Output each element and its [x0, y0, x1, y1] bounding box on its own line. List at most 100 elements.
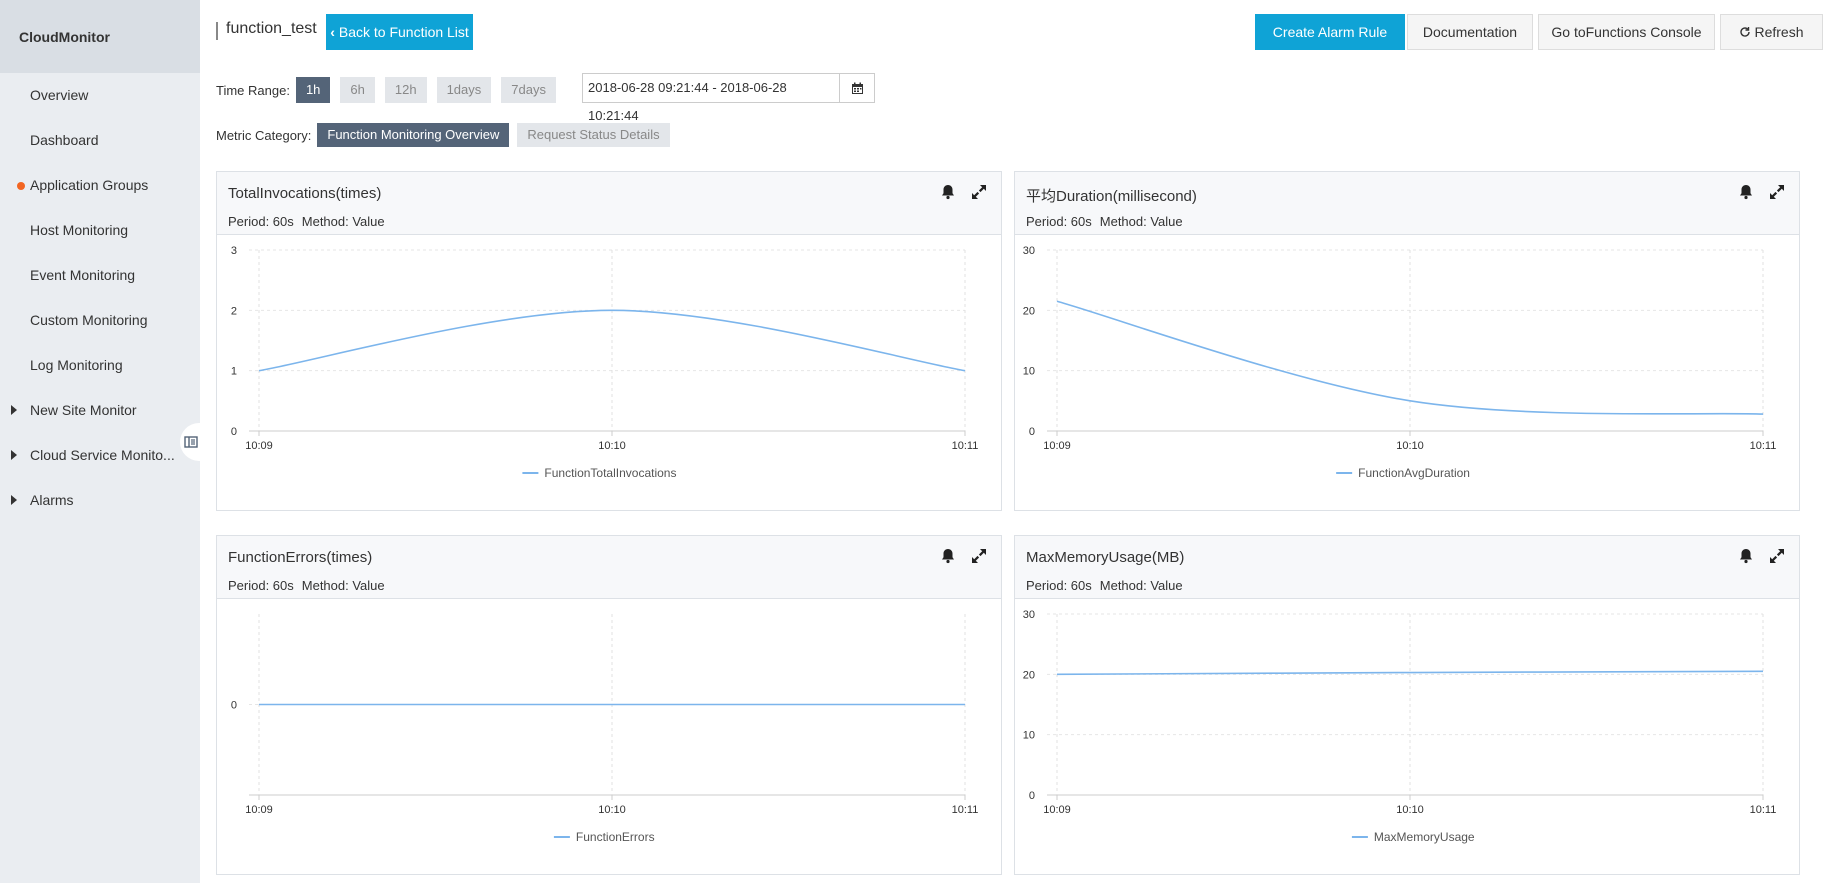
bell-icon[interactable]	[1739, 184, 1753, 200]
chart-legend: FunctionAvgDuration	[1336, 466, 1470, 480]
chart-body: 0 10:09 10:10 10:11 FunctionErrors	[217, 599, 1001, 874]
chart-body: 0 1 2 3 10:09 10:10 10:11 FunctionTotalInvocati…	[217, 235, 1001, 510]
time-range-1days[interactable]: 1days	[436, 77, 492, 103]
chart-panel-header: TotalInvocations(times) Period: 60s Method…	[217, 172, 1001, 235]
sidebar-nav: Overview Dashboard Application Groups Host …	[0, 73, 200, 523]
sidebar-item-host-monitoring[interactable]: Host Monitoring	[0, 208, 200, 253]
documentation-button[interactable]: Documentation	[1407, 14, 1533, 50]
back-label: Back to Function List	[338, 24, 469, 40]
x-tick-label: 10:10	[598, 440, 626, 452]
sidebar-item-overview[interactable]: Overview	[0, 73, 200, 118]
sidebar-item-application-groups[interactable]: Application Groups	[0, 163, 200, 208]
time-range-12h[interactable]: 12h	[384, 77, 427, 103]
metric-category-label: Metric Category:	[216, 127, 312, 143]
chart-panel-header: 平均Duration(millisecond) Period: 60s Method…	[1015, 172, 1799, 235]
refresh-button[interactable]: Refresh	[1720, 14, 1823, 50]
y-tick-label: 30	[1023, 609, 1035, 621]
sidebar-item-new-site-monitor[interactable]: New Site Monitor	[0, 388, 200, 433]
back-to-function-list-button[interactable]: ‹ Back to Function List	[326, 14, 473, 50]
chart-period: Period: 60s	[228, 214, 294, 229]
chart-legend: FunctionTotalInvocations	[522, 466, 676, 480]
sidebar-item-label: Cloud Service Monito...	[30, 447, 175, 463]
metric-category-tab-1[interactable]: Request Status Details	[517, 123, 670, 147]
create-alarm-rule-button[interactable]: Create Alarm Rule	[1255, 14, 1405, 50]
sidebar-collapse-icon[interactable]	[180, 423, 202, 461]
legend-label: FunctionErrors	[576, 830, 655, 844]
chart-period: Period: 60s	[1026, 578, 1092, 593]
metric-category-options: Function Monitoring Overview Request Stat…	[317, 123, 677, 147]
expand-icon[interactable]	[1769, 184, 1785, 200]
x-tick-label: 10:11	[952, 440, 979, 452]
chart-actions	[1739, 184, 1785, 200]
metric-category-row: Metric Category: Function Monitoring Ove…	[216, 122, 678, 148]
chart-method: Method: Value	[1099, 214, 1183, 229]
date-range-value[interactable]: 2018-06-28 09:21:44 - 2018-06-28 10:21:4…	[588, 80, 787, 123]
expand-icon[interactable]	[971, 184, 987, 200]
bell-icon[interactable]	[941, 184, 955, 200]
y-tick-label: 20	[1023, 305, 1035, 317]
date-range-picker[interactable]: 2018-06-28 09:21:44 - 2018-06-28 10:21:4…	[582, 73, 875, 123]
y-tick-label: 2	[231, 305, 237, 317]
caret-right-icon	[11, 450, 17, 460]
chart-title: TotalInvocations(times)	[228, 185, 382, 202]
chart-legend: FunctionErrors	[553, 830, 655, 844]
legend-label: MaxMemoryUsage	[1374, 830, 1475, 844]
bell-icon[interactable]	[1739, 548, 1753, 564]
page-title: function_test	[226, 20, 317, 37]
metric-category-tab-0[interactable]: Function Monitoring Overview	[317, 123, 510, 147]
sidebar-item-label: Dashboard	[30, 132, 99, 148]
y-tick-label: 10	[1023, 366, 1035, 378]
time-range-7days[interactable]: 7days	[501, 77, 556, 103]
sidebar: CloudMonitor Overview Dashboard Applicatio…	[0, 0, 202, 883]
expand-icon[interactable]	[971, 548, 987, 564]
x-tick-label: 10:09	[245, 804, 273, 816]
line-chart: 0 10 20 30 10:09 10:10 10:11 MaxMemoryUsage	[1023, 609, 1777, 844]
sidebar-item-log-monitoring[interactable]: Log Monitoring	[0, 343, 200, 388]
sidebar-item-label: Overview	[30, 87, 89, 103]
expand-icon[interactable]	[1769, 548, 1785, 564]
chart-panel-header: MaxMemoryUsage(MB) Period: 60s Method: Val…	[1015, 536, 1799, 599]
chart-meta: Period: 60s Method: Value	[1026, 214, 1191, 229]
y-tick-label: 0	[231, 426, 237, 438]
chart-method: Method: Value	[301, 214, 385, 229]
chart-method: Method: Value	[1099, 578, 1183, 593]
line-chart: 0 10:09 10:10 10:11 FunctionErrors	[231, 614, 979, 844]
sidebar-item-label: New Site Monitor	[30, 402, 137, 418]
chart-period: Period: 60s	[1026, 214, 1092, 229]
chart-meta: Period: 60s Method: Value	[228, 578, 393, 593]
chart-meta: Period: 60s Method: Value	[228, 214, 393, 229]
bell-icon[interactable]	[941, 548, 955, 564]
x-tick-label: 10:11	[952, 804, 979, 816]
caret-right-icon	[11, 405, 17, 415]
go-to-functions-console-button[interactable]: Go toFunctions Console	[1538, 14, 1715, 50]
sidebar-item-custom-monitoring[interactable]: Custom Monitoring	[0, 298, 200, 343]
y-tick-label: 20	[1023, 669, 1035, 681]
chart-meta: Period: 60s Method: Value	[1026, 578, 1191, 593]
chart-actions	[941, 548, 987, 564]
sidebar-title: CloudMonitor	[0, 0, 200, 73]
sidebar-item-alarms[interactable]: Alarms	[0, 478, 200, 523]
chart-panel: TotalInvocations(times) Period: 60s Method…	[216, 171, 1002, 511]
chart-body: 0 10 20 30 10:09 10:10 10:11 FunctionAvgDuratio…	[1015, 235, 1799, 510]
legend-label: FunctionTotalInvocations	[544, 466, 676, 480]
chart-period: Period: 60s	[228, 578, 294, 593]
sidebar-item-cloud-service-monito[interactable]: Cloud Service Monito...	[0, 433, 200, 478]
sidebar-item-label: Custom Monitoring	[30, 312, 148, 328]
line-chart: 0 10 20 30 10:09 10:10 10:11 FunctionAvgDuratio…	[1023, 245, 1777, 480]
sidebar-item-event-monitoring[interactable]: Event Monitoring	[0, 253, 200, 298]
line-chart: 0 1 2 3 10:09 10:10 10:11 FunctionTotalInvocati…	[231, 245, 979, 480]
y-tick-label: 0	[1029, 790, 1035, 802]
calendar-button[interactable]	[839, 74, 874, 102]
time-range-1h[interactable]: 1h	[295, 77, 331, 103]
collapse-icon	[184, 436, 198, 448]
time-range-6h[interactable]: 6h	[340, 77, 375, 103]
y-tick-label: 30	[1023, 245, 1035, 257]
y-tick-label: 3	[231, 245, 237, 257]
sidebar-item-label: Event Monitoring	[30, 267, 136, 283]
chart-panel-header: FunctionErrors(times) Period: 60s Method: …	[217, 536, 1001, 599]
y-tick-label: 10	[1023, 730, 1035, 742]
sidebar-item-label: Alarms	[30, 492, 74, 508]
sidebar-item-dashboard[interactable]: Dashboard	[0, 118, 200, 163]
x-tick-label: 10:09	[245, 440, 273, 452]
legend-label: FunctionAvgDuration	[1358, 466, 1470, 480]
